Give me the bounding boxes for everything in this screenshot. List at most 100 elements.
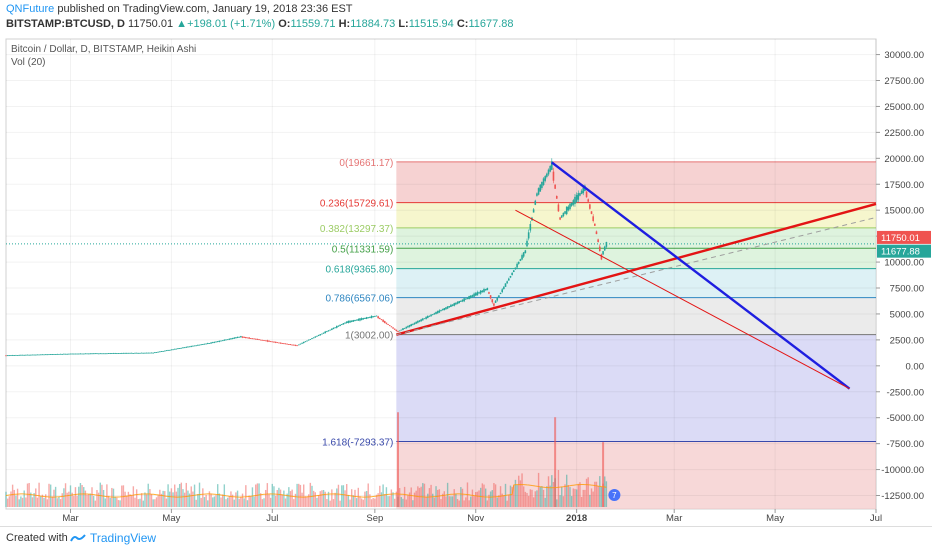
volume-bar: [422, 483, 424, 507]
high-value: 11884.73: [350, 18, 396, 30]
volume-bar: [584, 489, 586, 507]
volume-bar: [58, 496, 60, 507]
candle-body: [575, 194, 578, 202]
volume-bar: [213, 496, 216, 507]
candle-body: [516, 263, 518, 268]
candle-body: [488, 292, 490, 294]
candle-body: [562, 212, 565, 217]
volume-bar: [432, 493, 434, 507]
candle-body: [598, 246, 601, 252]
volume-bar: [412, 500, 414, 507]
price-chart[interactable]: 0(19661.17) 0.236(15729.61) 0.382(13297.37…: [0, 34, 932, 524]
volume-bar: [20, 496, 22, 507]
candle-body: [49, 354, 52, 355]
candle-body: [321, 333, 323, 335]
volume-bar: [33, 493, 35, 507]
volume-bar: [172, 492, 174, 507]
candle-body: [517, 261, 520, 264]
candle-body: [46, 354, 49, 356]
candle-body: [175, 348, 178, 350]
volume-bar: [448, 496, 450, 507]
candle-body: [16, 355, 19, 356]
trendlines[interactable]: [396, 161, 877, 390]
volume-bar: [126, 495, 128, 507]
volume-bar: [473, 496, 475, 507]
time-tick-label: Mar: [62, 513, 78, 524]
candle-body: [251, 338, 254, 340]
candle-body: [245, 337, 247, 339]
volume-bar: [595, 481, 598, 507]
volume-bar: [233, 499, 235, 507]
candle-body: [117, 353, 120, 354]
time-tick-label: Mar: [666, 513, 682, 524]
volume-bar: [509, 485, 512, 507]
volume-bar: [326, 499, 328, 507]
candle-body: [536, 193, 538, 196]
volume-bar: [183, 492, 186, 507]
volume-bar: [443, 491, 446, 507]
candle-body: [66, 353, 68, 355]
volume-bar: [314, 492, 316, 507]
volume-bar: [551, 475, 553, 507]
candle-body: [107, 353, 110, 354]
candle-body: [256, 338, 259, 340]
candle-body: [188, 346, 191, 348]
price-axis[interactable]: 30000.00 27500.00 25000.00 22500.00 20000.00…: [876, 50, 931, 502]
candle-body: [367, 317, 370, 319]
candle-body: [122, 352, 125, 354]
volume-bar: [288, 487, 290, 507]
candle-body: [441, 309, 444, 311]
candle-body: [551, 161, 553, 170]
candle-body: [469, 295, 472, 298]
time-axis[interactable]: Mar May Jul Sep Nov 2018 Mar May Jul: [62, 509, 882, 524]
volume-bar: [566, 474, 568, 507]
volume-bar: [104, 498, 106, 507]
time-tick-label: Jul: [870, 513, 882, 524]
candle-body: [172, 349, 174, 351]
fibonacci-retracement[interactable]: 0(19661.17) 0.236(15729.61) 0.382(13297.37…: [320, 158, 876, 509]
candle-body: [140, 352, 143, 354]
candle-body: [211, 342, 214, 344]
tradingview-brand[interactable]: TradingView: [70, 531, 156, 545]
fib-zone-1: [396, 334, 876, 442]
volume-bar: [102, 489, 105, 507]
volume-bar: [144, 492, 146, 507]
volume-bar: [84, 490, 87, 507]
candle-body: [167, 349, 169, 351]
candle-body: [124, 352, 126, 354]
volume-bar: [235, 492, 237, 507]
candle-body: [39, 354, 42, 356]
candle-body: [74, 353, 77, 355]
volume-bar: [231, 494, 234, 507]
fib-zone-0: [396, 161, 876, 203]
candle-body: [567, 206, 570, 211]
volume-bar: [248, 495, 250, 507]
volume-bar: [129, 494, 131, 507]
candle-body: [246, 337, 249, 339]
author-link[interactable]: QNFuture: [6, 3, 55, 15]
volume-bar: [567, 485, 570, 507]
candle-body: [63, 353, 65, 355]
candle-body: [519, 259, 522, 261]
volume-bar: [344, 490, 346, 507]
volume-bar: [8, 496, 11, 507]
candle-body: [79, 353, 82, 355]
volume-bar: [403, 486, 406, 507]
volume-bar: [428, 488, 431, 507]
candle-body: [99, 353, 102, 355]
candle-body: [38, 354, 40, 356]
volume-bar: [322, 490, 325, 507]
volume-bar: [365, 490, 368, 507]
volume-bar: [236, 490, 239, 507]
volume-bar: [51, 496, 54, 507]
candle-body: [483, 288, 485, 293]
volume-bar: [25, 497, 27, 507]
volume-bar: [226, 497, 229, 507]
volume-bar: [296, 483, 298, 507]
candle-body: [418, 320, 421, 322]
candle-body: [112, 353, 115, 354]
candle-body: [97, 353, 100, 355]
candle-body: [365, 317, 368, 319]
volume-bar: [271, 483, 273, 507]
volume-bar: [488, 494, 490, 507]
